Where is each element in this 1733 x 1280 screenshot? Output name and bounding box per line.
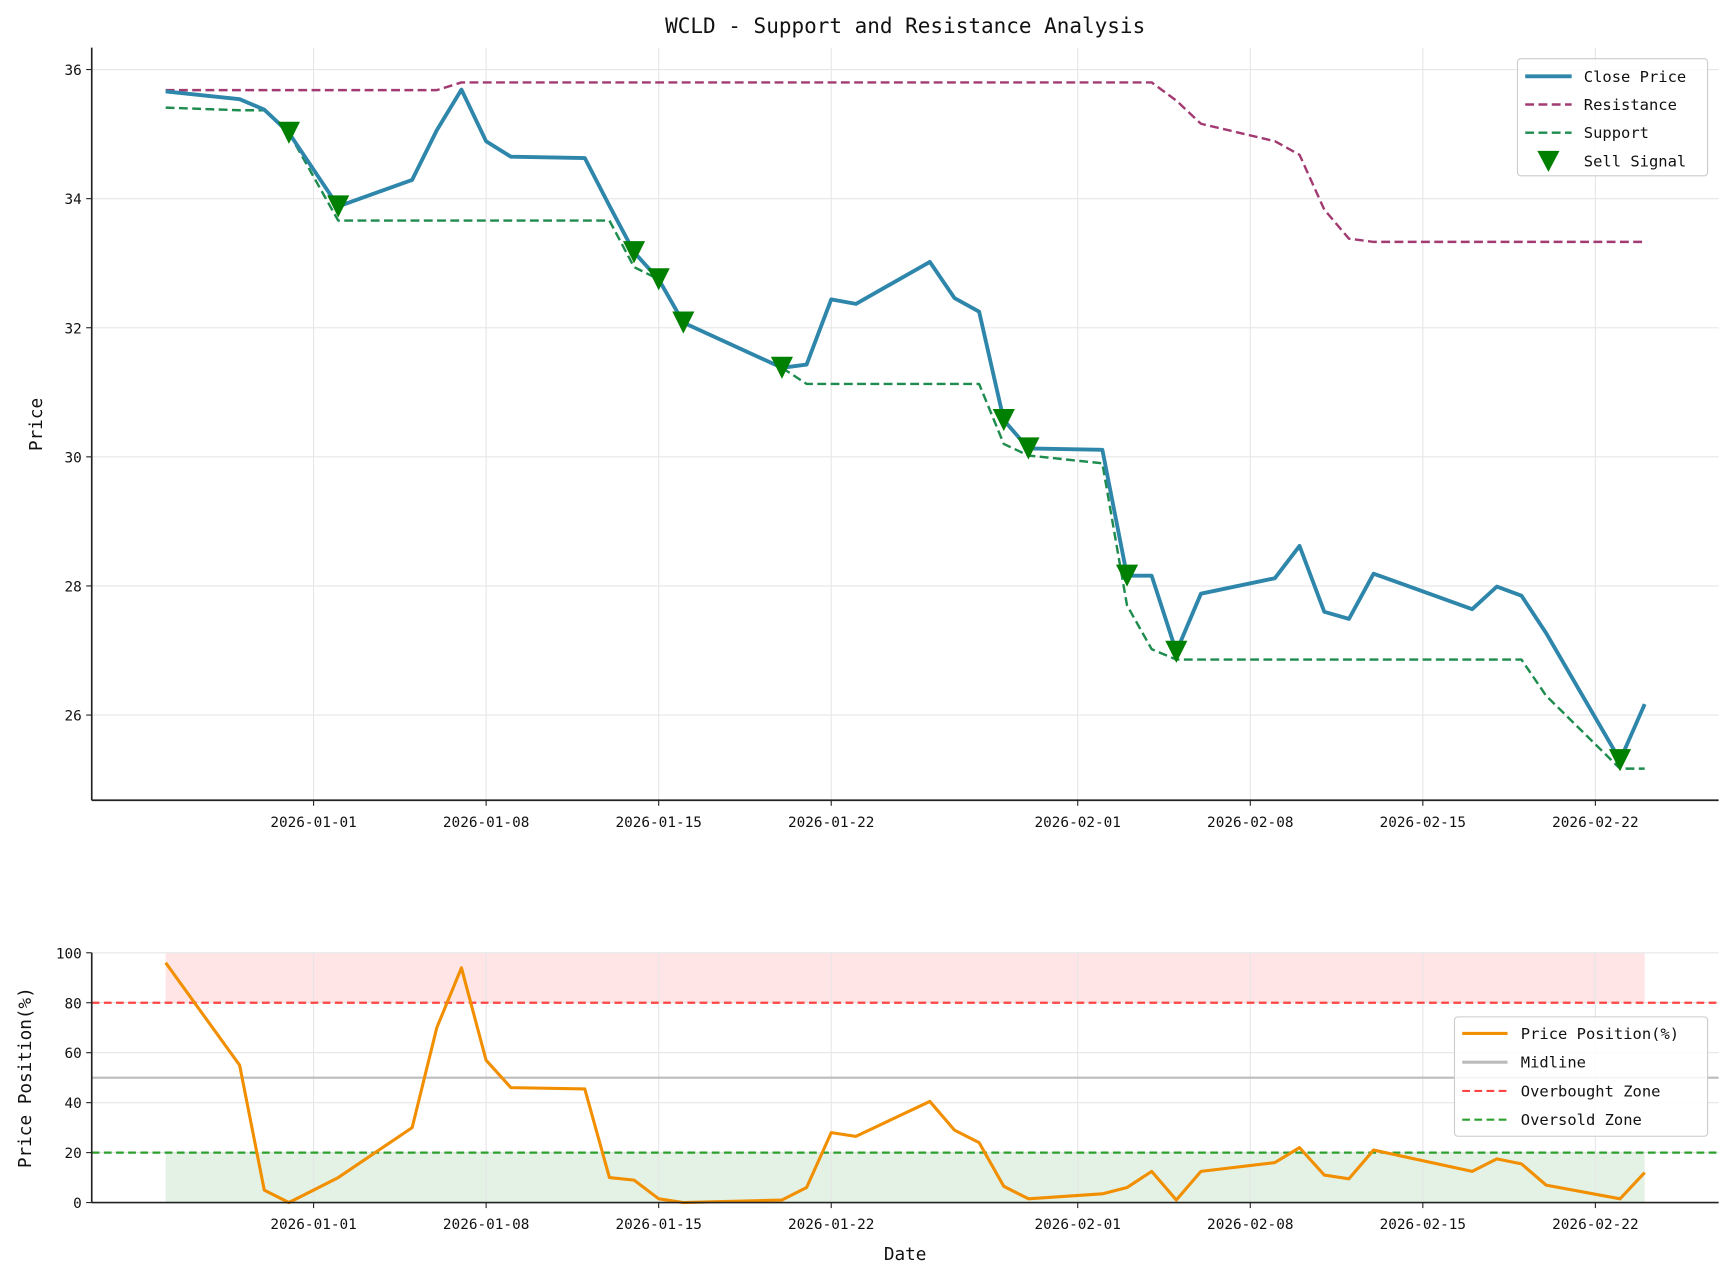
top-x-tick-label: 2026-01-22: [788, 815, 874, 831]
top-x-tick-label: 2026-01-08: [443, 815, 529, 831]
series-line-close-price: [165, 87, 1647, 763]
bottom-x-tick-label: 2026-01-01: [270, 1217, 356, 1233]
top-x-tick-label: 2026-01-01: [270, 815, 356, 831]
chart-title: WCLD - Support and Resistance Analysis: [665, 14, 1145, 38]
sell-signal-marker: [647, 268, 670, 291]
bottom-x-axis-label: Date: [884, 1245, 927, 1265]
bottom-x-tick-label: 2026-01-08: [443, 1217, 529, 1233]
zone-fill: [165, 952, 1645, 1003]
bottom-y-tick-label: 100: [56, 946, 82, 962]
top-y-axis-label: Price: [27, 398, 47, 451]
bottom-x-tick-label: 2026-02-08: [1207, 1217, 1293, 1233]
sell-signal-marker: [770, 356, 793, 379]
sell-signal-marker: [992, 409, 1015, 432]
legend-label: Sell Signal: [1584, 152, 1686, 170]
bottom-y-tick-label: 60: [64, 1046, 81, 1062]
legend-sell-signal-icon: [1537, 150, 1560, 172]
bottom-legend: Price Position(%) Midline Overbought Zone O…: [1453, 1016, 1709, 1137]
top-x-tick-label: 2026-02-22: [1552, 815, 1638, 831]
bottom-y-axis-label: Price Position(%): [16, 987, 36, 1168]
top-y-tick-label: 36: [64, 63, 81, 79]
sell-signal-marker: [1165, 640, 1188, 663]
bottom-x-tick-label: 2026-02-01: [1035, 1217, 1121, 1233]
legend-label: Close Price: [1584, 68, 1686, 86]
top-y-tick-label: 32: [64, 321, 81, 337]
top-legend: Close Price Resistance Support Sell Signal: [1516, 58, 1709, 177]
bottom-x-tick-label: 2026-01-22: [788, 1217, 874, 1233]
sell-signal-marker: [1608, 749, 1632, 772]
legend-label: Support: [1584, 124, 1649, 142]
top-x-tick-label: 2026-02-15: [1380, 815, 1466, 831]
legend-label: Overbought Zone: [1521, 1082, 1661, 1100]
legend-label: Price Position(%): [1521, 1025, 1679, 1043]
top-x-tick-label: 2026-02-01: [1035, 815, 1121, 831]
legend-label: Midline: [1521, 1054, 1586, 1072]
bottom-y-tick-label: 20: [64, 1146, 81, 1162]
sell-signal-marker: [1115, 564, 1139, 587]
top-y-tick-label: 34: [64, 192, 81, 208]
sell-signal-marker: [1017, 437, 1040, 460]
sell-signal-marker: [672, 311, 695, 334]
series-line-price-position: [164, 961, 1646, 1205]
zone-fill: [165, 1152, 1645, 1203]
top-y-tick-label: 28: [64, 579, 81, 595]
bottom-y-tick-label: 0: [73, 1196, 82, 1212]
sell-signal-marker: [622, 241, 646, 264]
bottom-x-tick-label: 2026-02-22: [1552, 1217, 1638, 1233]
bottom-y-tick-label: 80: [64, 996, 81, 1012]
sell-signal-marker: [277, 121, 300, 144]
legend-frame: [1516, 58, 1709, 177]
top-x-tick-label: 2026-01-15: [615, 815, 701, 831]
series-line-support: [165, 106, 1645, 770]
bottom-x-tick-label: 2026-01-15: [615, 1217, 701, 1233]
series-line-resistance: [165, 81, 1645, 244]
legend-label: Oversold Zone: [1521, 1111, 1642, 1129]
legend-label: Resistance: [1584, 96, 1677, 114]
top-y-tick-label: 30: [64, 450, 81, 466]
sell-signal-marker: [327, 195, 350, 218]
bottom-y-tick-label: 40: [64, 1096, 81, 1112]
top-y-tick-label: 26: [64, 709, 81, 725]
legend-frame: [1453, 1016, 1709, 1137]
bottom-x-tick-label: 2026-02-15: [1380, 1217, 1466, 1233]
top-x-tick-label: 2026-02-08: [1207, 815, 1293, 831]
